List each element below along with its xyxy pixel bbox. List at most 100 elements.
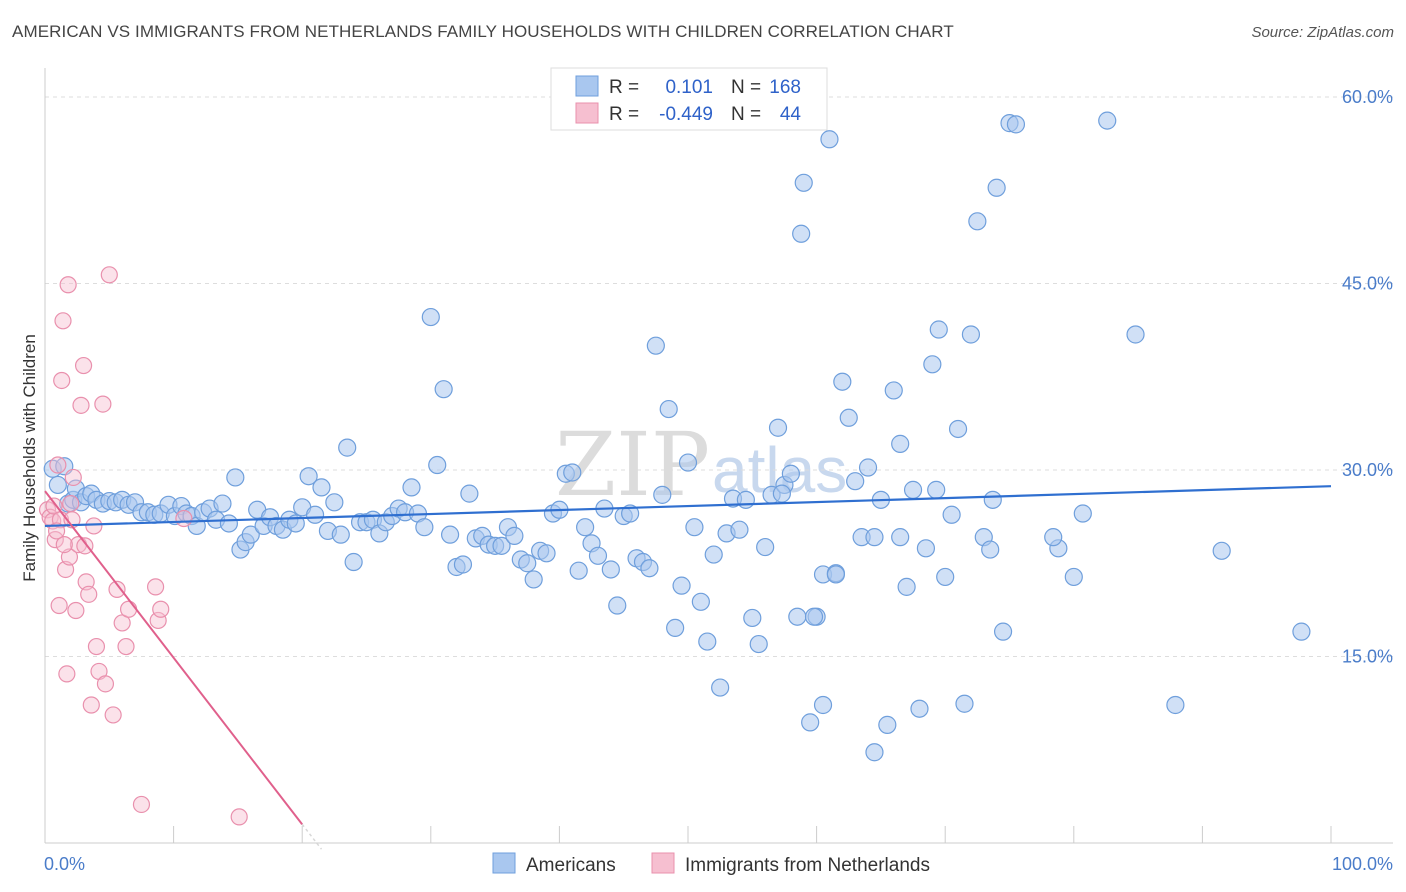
americans-point	[927, 480, 946, 499]
americans-point	[1044, 528, 1063, 547]
americans-point	[344, 552, 363, 572]
netherlands-point	[152, 600, 170, 618]
americans-point	[923, 355, 942, 374]
top-legend: R = 0.101 N = 168 R = -0.449 N = 44	[550, 67, 828, 131]
netherlands-point	[119, 600, 138, 618]
americans-point	[331, 525, 350, 544]
netherlands-point	[94, 395, 112, 413]
y-tick-label: 60.0%	[1342, 87, 1393, 107]
americans-point	[505, 526, 524, 545]
legend-swatch-netherlands	[575, 102, 599, 124]
americans-point	[916, 539, 936, 558]
americans-point	[608, 596, 627, 615]
americans-point	[299, 467, 318, 486]
legend-r-value-2: -0.449	[659, 104, 713, 125]
netherlands-trend-line	[44, 490, 303, 825]
netherlands-point	[53, 371, 71, 390]
americans-point	[685, 518, 704, 537]
series-americans	[43, 111, 1311, 762]
netherlands-point	[132, 795, 151, 814]
americans-point	[1006, 115, 1026, 134]
americans-point	[440, 525, 460, 544]
americans-point	[646, 336, 665, 355]
americans-point	[691, 592, 710, 611]
americans-point	[492, 536, 511, 555]
americans-point	[460, 484, 479, 503]
americans-point	[678, 453, 698, 472]
americans-point	[878, 715, 897, 734]
americans-point	[415, 518, 434, 537]
americans-point	[987, 178, 1006, 197]
legend-r-label-1: R =	[609, 77, 639, 98]
netherlands-point	[108, 580, 126, 598]
americans-point	[653, 485, 672, 504]
americans-point	[865, 743, 884, 762]
netherlands-point	[58, 665, 76, 683]
netherlands-point	[74, 356, 93, 375]
americans-point	[325, 493, 344, 512]
netherlands-point	[230, 808, 248, 826]
americans-point	[792, 224, 811, 243]
netherlands-point	[82, 696, 100, 714]
americans-point	[910, 699, 929, 718]
series-netherlands	[38, 266, 248, 826]
netherlands-point	[85, 517, 103, 535]
americans-point	[1064, 567, 1083, 587]
americans-point	[788, 607, 807, 626]
y-tick-label: 45.0%	[1342, 274, 1393, 294]
americans-point	[781, 464, 800, 483]
americans-point	[846, 472, 865, 491]
americans-point	[672, 576, 691, 595]
americans-point	[891, 434, 910, 453]
americans-point	[1073, 504, 1092, 523]
chart-title: AMERICAN VS IMMIGRANTS FROM NETHERLANDS …	[12, 22, 954, 41]
y-tick-label: 15.0%	[1342, 647, 1393, 667]
bottom-legend: Americans Immigrants from Netherlands	[492, 852, 930, 876]
americans-point	[428, 455, 447, 475]
legend-swatch-americans	[575, 75, 599, 97]
americans-point	[1212, 541, 1231, 560]
netherlands-point	[67, 601, 85, 620]
americans-point	[402, 478, 421, 497]
americans-point	[981, 540, 1000, 559]
y-tick-label: 30.0%	[1342, 460, 1393, 480]
netherlands-point	[117, 637, 135, 656]
netherlands-point	[54, 312, 72, 330]
americans-trend-line	[44, 485, 1332, 528]
americans-point	[955, 694, 974, 713]
americans-point	[666, 618, 685, 638]
americans-point	[48, 475, 67, 495]
bottom-legend-swatch-netherlands	[651, 852, 675, 874]
netherlands-point	[175, 509, 193, 528]
x-tick-label: 100.0%	[1332, 854, 1393, 874]
axes	[44, 68, 1393, 844]
americans-point	[569, 561, 588, 580]
netherlands-point	[46, 531, 64, 549]
legend-n-value-1: 168	[769, 77, 801, 98]
americans-point	[576, 518, 595, 537]
bottom-legend-swatch-americans	[492, 852, 516, 874]
americans-point	[942, 505, 961, 524]
netherlands-point	[96, 675, 115, 693]
americans-point	[640, 559, 659, 578]
americans-point	[858, 458, 878, 477]
netherlands-point	[50, 596, 68, 615]
bottom-legend-label-netherlands: Immigrants from Netherlands	[685, 855, 930, 876]
americans-point	[588, 546, 608, 565]
americans-point	[983, 490, 1002, 509]
americans-point	[743, 608, 762, 628]
netherlands-point	[100, 266, 118, 284]
netherlands-point	[72, 396, 90, 414]
netherlands-point	[149, 611, 167, 630]
grid-lines	[45, 96, 1393, 657]
americans-point	[768, 418, 788, 437]
y-axis-title: Family Households with Children	[20, 334, 39, 582]
americans-point	[820, 130, 839, 149]
americans-point	[563, 463, 582, 482]
americans-point	[736, 490, 755, 509]
americans-point	[968, 212, 987, 231]
watermark: ZIP atlas	[555, 413, 847, 516]
legend-r-value-1: 0.101	[665, 77, 713, 98]
americans-point	[756, 537, 775, 557]
